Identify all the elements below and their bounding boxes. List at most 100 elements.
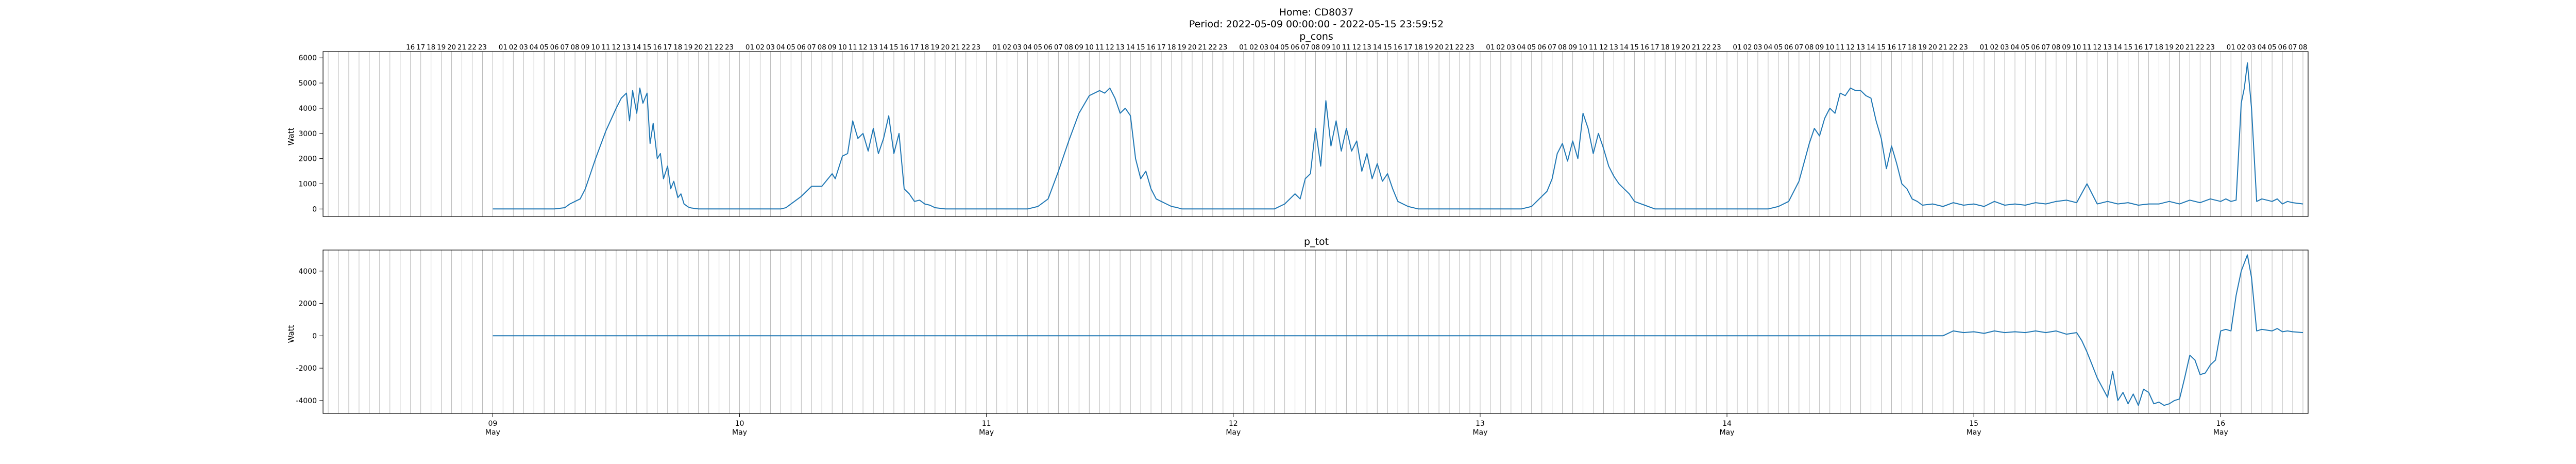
hour-tick-label: 13 xyxy=(1116,43,1125,52)
hour-tick-label: 16 xyxy=(406,43,415,52)
hour-tick-label: 02 xyxy=(509,43,518,52)
x-tick-label-day: 13 xyxy=(1476,420,1485,428)
hour-tick-label: 13 xyxy=(622,43,631,52)
hour-tick-label: 18 xyxy=(2155,43,2163,52)
hour-tick-label: 09 xyxy=(1075,43,1083,52)
y-tick-label: 5000 xyxy=(298,79,317,88)
x-tick-label-month: May xyxy=(1967,428,1981,437)
hour-tick-label: 04 xyxy=(776,43,785,52)
hour-tick-label: 03 xyxy=(1260,43,1268,52)
hour-tick-label: 07 xyxy=(561,43,569,52)
hour-tick-label: 16 xyxy=(2134,43,2143,52)
hour-tick-label: 20 xyxy=(1188,43,1196,52)
hour-tick-label: 18 xyxy=(1661,43,1670,52)
hour-tick-label: 21 xyxy=(457,43,466,52)
hour-tick-label: 01 xyxy=(499,43,507,52)
hour-tick-label: 01 xyxy=(1239,43,1248,52)
hour-tick-label: 09 xyxy=(1815,43,1824,52)
y-tick-label: 1000 xyxy=(298,180,317,188)
hour-tick-label: 15 xyxy=(642,43,651,52)
hour-tick-label: 05 xyxy=(1033,43,1042,52)
plot-frame-p-cons xyxy=(323,51,2309,217)
hour-tick-label: 14 xyxy=(1867,43,1875,52)
hour-tick-label: 13 xyxy=(869,43,877,52)
hour-tick-label: 13 xyxy=(1609,43,1618,52)
hour-tick-label: 05 xyxy=(540,43,549,52)
hour-tick-label: 19 xyxy=(437,43,446,52)
hour-tick-label: 17 xyxy=(663,43,672,52)
hour-tick-label: 04 xyxy=(1517,43,1526,52)
chart-title-p-tot: p_tot xyxy=(1304,236,1329,247)
hour-tick-label: 16 xyxy=(1146,43,1155,52)
hour-tick-label: 16 xyxy=(1640,43,1649,52)
y-tick-label: 3000 xyxy=(298,130,317,138)
hour-tick-label: 18 xyxy=(1414,43,1423,52)
hour-tick-label: 15 xyxy=(2124,43,2132,52)
hour-tick-label: 01 xyxy=(992,43,1001,52)
hour-tick-label: 21 xyxy=(1198,43,1207,52)
hour-tick-label: 10 xyxy=(1332,43,1341,52)
hour-tick-label: 20 xyxy=(1682,43,1690,52)
hour-tick-label: 19 xyxy=(1177,43,1186,52)
hour-tick-label: 03 xyxy=(519,43,528,52)
hour-tick-label: 07 xyxy=(1794,43,1803,52)
hour-tick-label: 23 xyxy=(478,43,487,52)
hour-tick-label: 15 xyxy=(889,43,898,52)
hour-tick-label: 03 xyxy=(1753,43,1762,52)
hour-tick-label: 12 xyxy=(1846,43,1855,52)
hour-tick-label: 20 xyxy=(941,43,950,52)
hour-tick-label: 22 xyxy=(468,43,477,52)
hour-tick-label: 19 xyxy=(684,43,692,52)
hour-tick-label: 13 xyxy=(1856,43,1865,52)
hour-tick-label: 01 xyxy=(1486,43,1495,52)
hour-tick-label: 03 xyxy=(2000,43,2009,52)
hour-tick-label: 02 xyxy=(1496,43,1505,52)
hour-tick-label: 18 xyxy=(427,43,435,52)
hour-tick-label: 22 xyxy=(1208,43,1217,52)
hour-tick-label: 16 xyxy=(900,43,908,52)
chart-title-p-cons: p_cons xyxy=(1299,31,1333,42)
hour-tick-label: 17 xyxy=(416,43,425,52)
hour-tick-label: 23 xyxy=(972,43,980,52)
hour-tick-label: 21 xyxy=(951,43,960,52)
hour-tick-label: 18 xyxy=(1908,43,1917,52)
hour-tick-label: 12 xyxy=(859,43,868,52)
x-tick-label-month: May xyxy=(485,428,500,437)
x-tick-label-month: May xyxy=(2213,428,2228,437)
hour-tick-label: 17 xyxy=(1157,43,1165,52)
hour-tick-label: 08 xyxy=(818,43,826,52)
hour-tick-label: 13 xyxy=(2103,43,2112,52)
hour-tick-label: 06 xyxy=(1044,43,1053,52)
y-tick-label: 0 xyxy=(312,205,317,213)
hour-tick-label: 10 xyxy=(838,43,847,52)
hour-tick-label: 11 xyxy=(1589,43,1598,52)
hour-tick-label: 06 xyxy=(1784,43,1793,52)
hour-tick-label: 07 xyxy=(1054,43,1063,52)
hour-tick-label: 14 xyxy=(1373,43,1382,52)
hour-tick-label: 21 xyxy=(1445,43,1453,52)
hour-tick-label: 07 xyxy=(1548,43,1556,52)
hour-tick-label: 22 xyxy=(1949,43,1958,52)
y-tick-label: 2000 xyxy=(298,155,317,163)
hour-tick-label: 20 xyxy=(447,43,456,52)
hour-tick-label: 20 xyxy=(1928,43,1937,52)
hour-tick-label: 05 xyxy=(2268,43,2277,52)
hour-tick-label: 21 xyxy=(704,43,713,52)
y-tick-label: -4000 xyxy=(296,397,317,405)
hour-tick-label: 10 xyxy=(1085,43,1094,52)
series-line-p-cons xyxy=(493,62,2303,210)
hour-tick-label: 23 xyxy=(1218,43,1227,52)
hour-tick-label: 02 xyxy=(2237,43,2246,52)
hour-tick-label: 14 xyxy=(1620,43,1629,52)
x-tick-label-day: 15 xyxy=(1969,420,1978,428)
y-axis-label-p-cons: Watt xyxy=(286,127,296,145)
hour-tick-label: 23 xyxy=(1712,43,1721,52)
hour-tick-label: 19 xyxy=(1671,43,1680,52)
hour-tick-label: 09 xyxy=(828,43,837,52)
chart-p-cons: p_cons 16 17 18 19 20 21 22 23 01 02 03 04 05 06 07 08 0… xyxy=(286,31,2309,217)
hour-tick-label: 01 xyxy=(1733,43,1741,52)
hour-tick-label: 04 xyxy=(2010,43,2019,52)
hour-tick-label: 06 xyxy=(550,43,559,52)
hour-tick-label: 01 xyxy=(745,43,754,52)
